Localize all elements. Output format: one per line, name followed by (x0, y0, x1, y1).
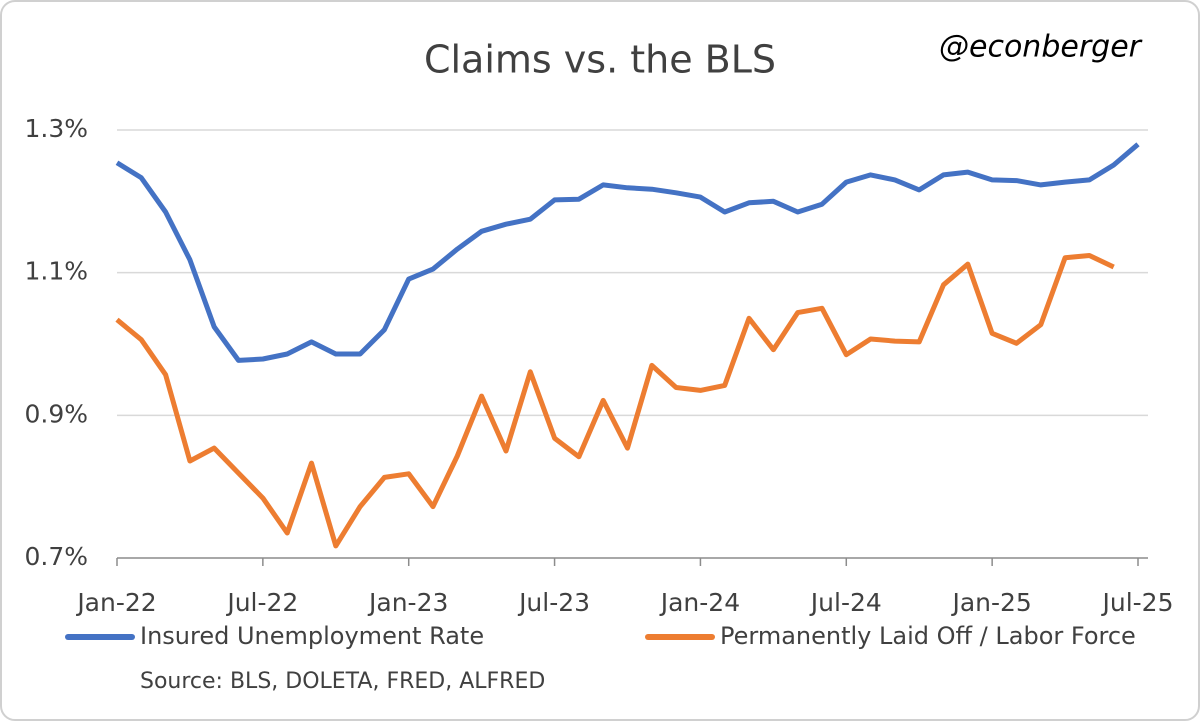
legend-label: Permanently Laid Off / Labor Force (720, 622, 1136, 650)
x-tick-label: Jan-25 (950, 588, 1031, 617)
y-tick-label: 0.7% (24, 542, 88, 571)
line-series (115, 142, 1140, 363)
x-tick-label: Jan-22 (75, 588, 156, 617)
line-series (115, 253, 1115, 549)
y-tick-label: 1.3% (24, 114, 88, 143)
chart-title: Claims vs. the BLS (424, 38, 776, 82)
x-tick-label: Jul-22 (225, 588, 298, 617)
x-tick-label: Jul-23 (517, 588, 590, 617)
y-tick-label: 1.1% (24, 257, 88, 286)
legend-label: Insured Unemployment Rate (140, 622, 484, 650)
x-tick-label: Jan-24 (659, 588, 740, 617)
x-tick-label: Jul-25 (1101, 588, 1174, 617)
x-tick-label: Jan-23 (367, 588, 448, 617)
annotation: @econberger (939, 30, 1143, 65)
y-tick-label: 0.9% (24, 399, 88, 428)
x-tick-label: Jul-24 (809, 588, 882, 617)
source: Source: BLS, DOLETA, FRED, ALFRED (140, 669, 545, 694)
